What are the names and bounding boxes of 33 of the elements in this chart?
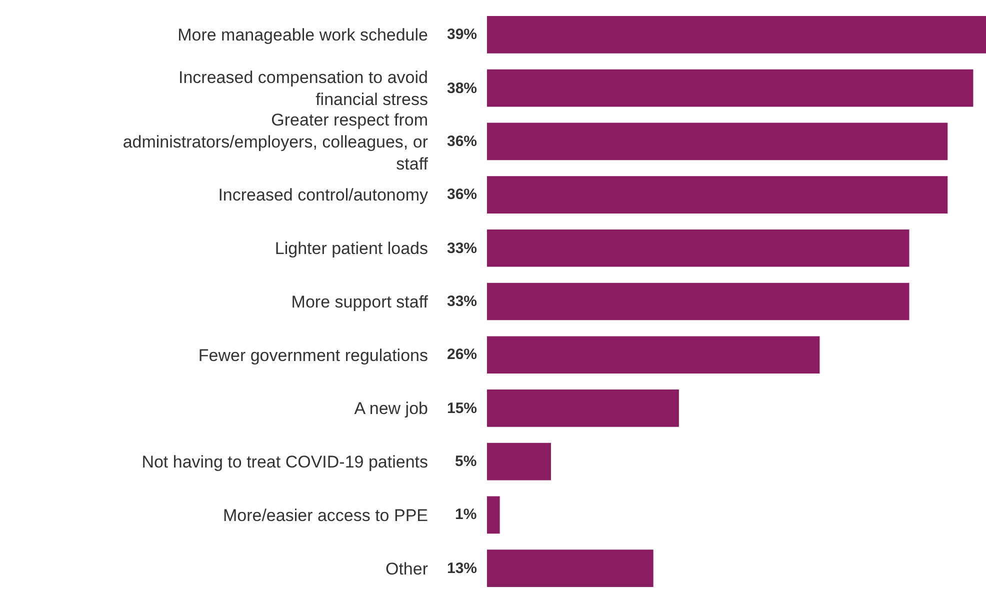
data-label: 13% <box>447 560 478 577</box>
data-label: 39% <box>447 26 478 43</box>
y-tick-label: Greater respect from administrators/employers, colleagues, or staff <box>122 110 428 174</box>
y-tick-label: A new job <box>354 399 428 418</box>
y-tick-label: Lighter patient loads <box>274 239 428 258</box>
y-tick-label: Not having to treat COVID-19 patients <box>142 452 428 472</box>
bar <box>487 16 986 54</box>
y-tick-label: More/easier access to PPE <box>222 506 428 525</box>
bar <box>487 336 820 374</box>
data-label: 26% <box>447 346 478 363</box>
y-tick-label: More support staff <box>291 292 428 312</box>
y-tick-label: Increased compensation to avoid financial stress <box>178 68 428 110</box>
data-label: 33% <box>447 240 478 257</box>
bar <box>487 496 500 534</box>
data-label: 33% <box>447 293 478 310</box>
bar <box>487 122 948 160</box>
data-label: 1% <box>455 506 477 523</box>
bar <box>487 69 974 107</box>
data-label: 36% <box>447 186 478 203</box>
bar <box>487 550 654 587</box>
bar <box>487 229 910 267</box>
data-label: 5% <box>455 453 477 470</box>
data-label: 38% <box>447 80 478 97</box>
bar <box>487 442 551 480</box>
bar <box>487 390 679 427</box>
y-tick-label: Other <box>385 559 428 578</box>
bar <box>487 176 948 214</box>
data-label: 36% <box>447 133 478 150</box>
y-tick-label: Fewer government regulations <box>198 346 428 365</box>
y-tick-label: More manageable work schedule <box>178 26 428 45</box>
data-label: 15% <box>447 400 478 417</box>
bar <box>487 282 910 320</box>
y-tick-label: Increased control/autonomy <box>218 186 428 205</box>
